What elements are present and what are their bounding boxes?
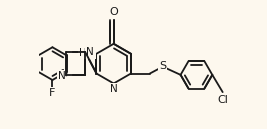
Text: Cl: Cl (217, 95, 228, 105)
Text: HN: HN (79, 48, 95, 58)
Text: N: N (58, 71, 65, 81)
Text: N: N (110, 84, 117, 94)
Text: N: N (86, 47, 94, 57)
Polygon shape (34, 46, 70, 82)
Polygon shape (36, 49, 69, 78)
Text: N: N (58, 70, 65, 80)
Text: F: F (49, 88, 56, 98)
Text: O: O (109, 7, 118, 17)
Text: S: S (159, 61, 166, 71)
Text: N: N (86, 47, 94, 57)
